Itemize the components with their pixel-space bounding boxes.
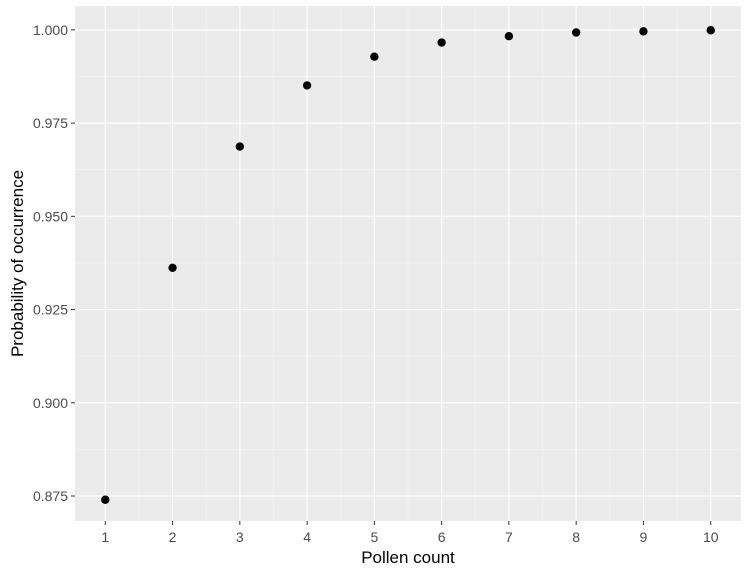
data-points: [101, 26, 715, 504]
data-point: [706, 26, 715, 35]
x-axis-title: Pollen count: [361, 548, 455, 567]
data-point: [370, 52, 379, 61]
x-tick-label: 5: [370, 529, 378, 545]
x-tick-label: 2: [169, 529, 177, 545]
y-tick-label: 0.950: [33, 208, 68, 224]
x-tick-label: 4: [303, 529, 311, 545]
y-tick-label: 0.900: [33, 395, 68, 411]
y-tick-label: 0.975: [33, 115, 68, 131]
y-axis: 0.875 0.900 0.925 0.950 0.975 1.000: [33, 22, 75, 504]
x-tick-label: 7: [505, 529, 513, 545]
x-axis: 1 2 3 4 5 6 7 8 9 10: [101, 521, 719, 545]
y-tick-label: 1.000: [33, 22, 68, 38]
data-point: [504, 32, 514, 41]
x-tick-label: 3: [236, 529, 244, 545]
minor-gridlines: [75, 6, 741, 521]
data-point: [302, 81, 312, 90]
data-point: [101, 495, 110, 504]
y-tick-label: 0.875: [33, 488, 68, 504]
y-tick-label: 0.925: [33, 302, 68, 318]
data-point: [235, 142, 245, 151]
data-point: [571, 28, 581, 37]
major-gridlines: [75, 6, 741, 521]
x-tick-label: 8: [572, 529, 580, 545]
data-point: [437, 38, 446, 47]
x-tick-label: 10: [703, 529, 719, 545]
x-tick-label: 6: [438, 529, 446, 545]
x-tick-label: 1: [101, 529, 109, 545]
data-point: [168, 263, 177, 272]
x-tick-label: 9: [640, 529, 648, 545]
data-point: [639, 27, 648, 36]
y-axis-title: Probability of occurrence: [8, 170, 27, 357]
